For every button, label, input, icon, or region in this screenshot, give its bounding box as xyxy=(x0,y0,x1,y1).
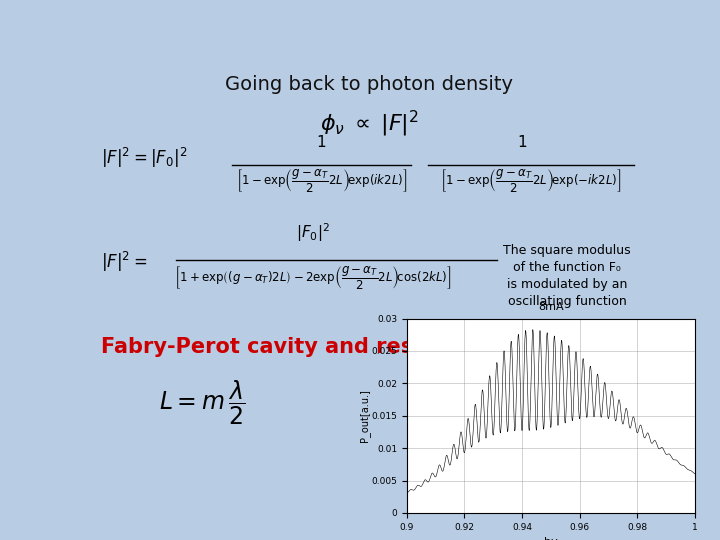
Y-axis label: P_out[a.u.]: P_out[a.u.] xyxy=(359,389,370,442)
Text: $|F_0|^2$: $|F_0|^2$ xyxy=(296,221,330,244)
Text: $|F|^2 = |F_0|^2$: $|F|^2 = |F_0|^2$ xyxy=(101,146,187,171)
Text: Fabry-Perot cavity and resonances: Fabry-Perot cavity and resonances xyxy=(101,337,510,357)
X-axis label: hv: hv xyxy=(544,537,558,540)
Text: $\left[1-\exp\!\left(\dfrac{g-\alpha_T}{2}2L\right)\!\exp(-ik2L)\right]$: $\left[1-\exp\!\left(\dfrac{g-\alpha_T}{… xyxy=(440,167,621,194)
Text: Going back to photon density: Going back to photon density xyxy=(225,75,513,94)
Text: $1$: $1$ xyxy=(317,134,327,150)
Title: 8mA: 8mA xyxy=(538,302,564,312)
Text: $|F|^2 =$: $|F|^2 =$ xyxy=(101,250,148,274)
Text: $L = m\,\dfrac{\lambda}{2}$: $L = m\,\dfrac{\lambda}{2}$ xyxy=(158,379,245,427)
Text: The square modulus
of the function F₀
is modulated by an
oscillating function: The square modulus of the function F₀ is… xyxy=(503,244,631,308)
Text: $1$: $1$ xyxy=(518,134,528,150)
Text: $\left[1-\exp\!\left(\dfrac{g-\alpha_T}{2}2L\right)\!\exp(ik2L)\right]$: $\left[1-\exp\!\left(\dfrac{g-\alpha_T}{… xyxy=(236,167,408,194)
Text: $\phi_\nu \;\propto\; |F|^2$: $\phi_\nu \;\propto\; |F|^2$ xyxy=(320,109,418,139)
Text: $\left[1+\exp\!\left((g-\alpha_T)2L\right)-2\exp\!\left(\dfrac{g-\alpha_T}{2}2L\: $\left[1+\exp\!\left((g-\alpha_T)2L\righ… xyxy=(174,265,452,292)
